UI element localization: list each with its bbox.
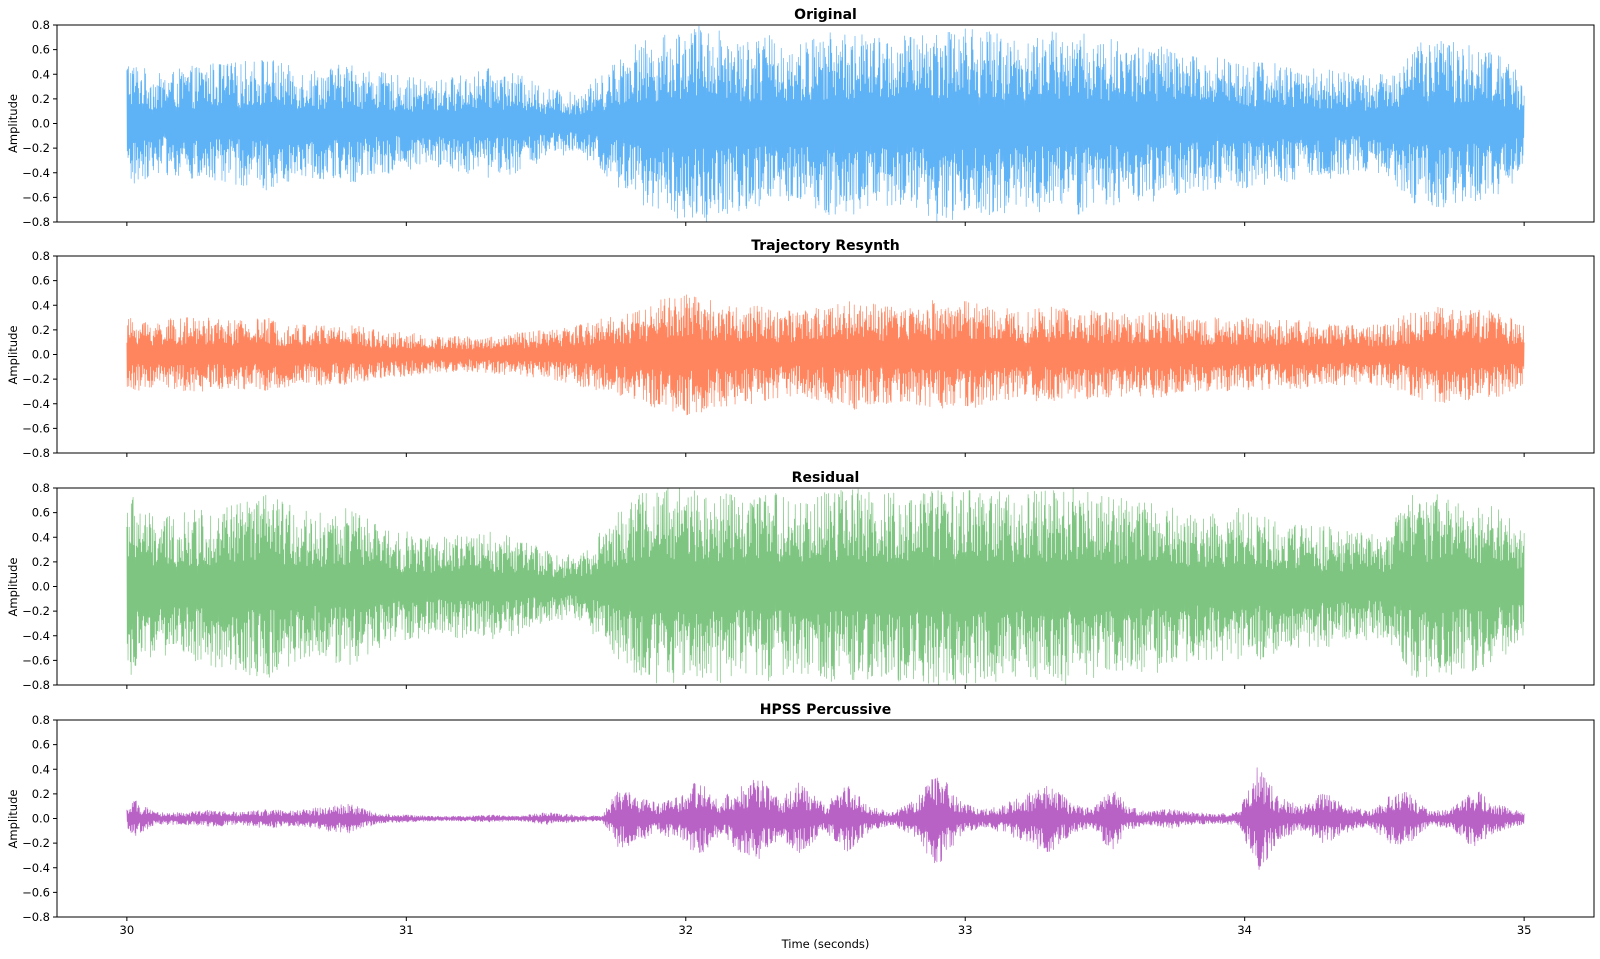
y-axis-label: Amplitude — [6, 326, 20, 385]
plot-frame — [56, 255, 1595, 454]
waveform-series-hpss-percussive — [126, 767, 1525, 870]
waveform-line — [126, 25, 1525, 223]
y-tick-label: 0.4 — [32, 298, 50, 312]
y-tick-label: −0.8 — [22, 215, 50, 229]
y-tick-label: 0.4 — [32, 67, 50, 81]
y-axis-label: Amplitude — [6, 94, 20, 153]
waveform-line — [126, 294, 1525, 416]
x-axis-ticks — [126, 222, 1525, 226]
x-tick-label: 33 — [958, 923, 973, 937]
x-tick-label: 34 — [1237, 923, 1252, 937]
y-tick-label: −0.6 — [22, 190, 50, 204]
x-tick-label: 32 — [678, 923, 693, 937]
waveform-series-residual — [126, 487, 1525, 686]
panel-title: Trajectory Resynth — [751, 238, 900, 254]
y-tick-label: 0.8 — [32, 18, 50, 32]
y-tick-label: −0.6 — [22, 421, 50, 435]
panel-title: Original — [794, 7, 857, 23]
waveform-line — [126, 767, 1525, 870]
y-tick-label: 0.4 — [32, 762, 50, 776]
y-tick-label: 0.6 — [32, 274, 50, 288]
x-axis-ticks — [126, 453, 1525, 457]
y-tick-label: 0.2 — [32, 323, 50, 337]
y-tick-label: 0.8 — [32, 713, 50, 727]
y-tick-label: −0.4 — [22, 861, 50, 875]
plot-frame — [56, 487, 1595, 686]
y-tick-label: 0.4 — [32, 530, 50, 544]
y-tick-label: −0.6 — [22, 653, 50, 667]
y-tick-label: 0.6 — [32, 738, 50, 752]
waveform-line — [126, 487, 1525, 686]
y-tick-label: 0.0 — [32, 117, 50, 131]
x-tick-label: 35 — [1517, 923, 1532, 937]
y-tick-label: 0.0 — [32, 580, 50, 594]
y-tick-label: 0.8 — [32, 249, 50, 263]
y-tick-label: 0.2 — [32, 555, 50, 569]
x-axis-label: Time (seconds) — [781, 937, 870, 951]
y-tick-label: −0.8 — [22, 446, 50, 460]
waveform-series-trajectory-resynth — [126, 294, 1525, 416]
x-tick-label: 31 — [399, 923, 414, 937]
x-tick-label: 30 — [120, 923, 135, 937]
y-axis-ticks: −0.8 −0.6 −0.4 −0.2 0.0 0.2 0.4 0.6 0.8 — [22, 481, 57, 692]
y-tick-label: −0.4 — [22, 397, 50, 411]
panel-original: Original Amplitude −0.8 −0.6 −0.4 −0.2 0.0 0.… — [6, 7, 1595, 229]
panel-title: HPSS Percussive — [760, 702, 891, 718]
y-tick-label: −0.2 — [22, 141, 50, 155]
x-axis-ticks: 30 31 32 33 34 35 — [120, 917, 1532, 937]
y-tick-label: 0.2 — [32, 92, 50, 106]
plot-frame — [56, 24, 1595, 223]
x-axis-ticks — [126, 685, 1525, 689]
y-tick-label: −0.6 — [22, 885, 50, 899]
y-tick-label: 0.2 — [32, 787, 50, 801]
y-axis-ticks: −0.8 −0.6 −0.4 −0.2 0.0 0.2 0.4 0.6 0.8 — [22, 713, 57, 924]
y-axis-label: Amplitude — [6, 558, 20, 617]
y-tick-label: −0.4 — [22, 629, 50, 643]
y-axis-ticks: −0.8 −0.6 −0.4 −0.2 0.0 0.2 0.4 0.6 0.8 — [22, 18, 57, 229]
y-tick-label: −0.8 — [22, 910, 50, 924]
y-tick-label: −0.2 — [22, 604, 50, 618]
y-axis-ticks: −0.8 −0.6 −0.4 −0.2 0.0 0.2 0.4 0.6 0.8 — [22, 249, 57, 460]
y-tick-label: 0.6 — [32, 506, 50, 520]
y-tick-label: 0.0 — [32, 348, 50, 362]
y-tick-label: 0.0 — [32, 812, 50, 826]
waveform-series-original — [126, 25, 1525, 223]
y-tick-label: 0.6 — [32, 43, 50, 57]
panel-trajectory-resynth: Trajectory Resynth Amplitude −0.8−0.6−0.… — [6, 238, 1595, 460]
panel-hpss-percussive: HPSS Percussive Amplitude −0.8−0.6−0.4−0… — [6, 702, 1595, 951]
y-tick-label: −0.2 — [22, 836, 50, 850]
y-axis-label: Amplitude — [6, 790, 20, 849]
plot-frame — [56, 719, 1595, 918]
y-tick-label: 0.8 — [32, 481, 50, 495]
y-tick-label: −0.8 — [22, 678, 50, 692]
panel-residual: Residual Amplitude −0.8 −0.6 −0.4 −0.2 0.0 0.… — [6, 470, 1595, 692]
y-tick-label: −0.4 — [22, 166, 50, 180]
y-tick-label: −0.2 — [22, 372, 50, 386]
panel-title: Residual — [792, 470, 860, 486]
